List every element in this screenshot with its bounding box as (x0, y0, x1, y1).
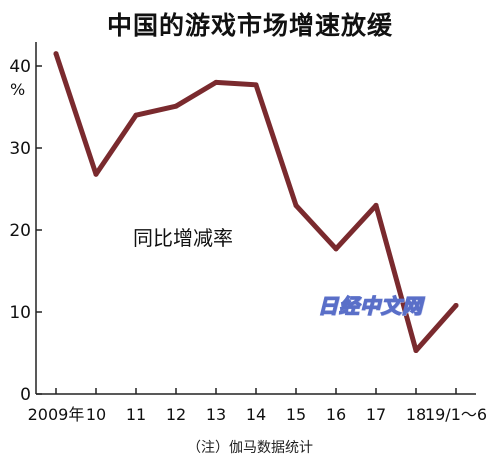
y-ticks: 0 10 20 30 40 (9, 57, 42, 405)
watermark-logo: 日经中文网 (317, 293, 423, 318)
y-tick-label: 0 (20, 385, 31, 405)
x-tick-label: 14 (246, 405, 266, 424)
footnote: （注）伽马数据统计 (187, 440, 313, 456)
data-point (333, 246, 339, 252)
y-tick-label: 30 (9, 139, 31, 159)
data-point (133, 112, 139, 118)
x-tick-label: 2009年 (28, 405, 85, 424)
data-point (253, 82, 259, 88)
data-point (213, 79, 219, 85)
data-point (293, 202, 299, 208)
x-tick-label: 11 (126, 405, 146, 424)
data-point (173, 103, 179, 109)
x-tick-label: 16 (326, 405, 346, 424)
data-points (53, 51, 459, 354)
y-unit-label: % (10, 80, 25, 99)
y-tick-label: 10 (9, 303, 31, 323)
data-point (413, 348, 419, 354)
x-tick-label: 12 (166, 405, 186, 424)
x-tick-label: 18 (406, 405, 426, 424)
data-point (93, 171, 99, 177)
x-tick-label: 10 (86, 405, 106, 424)
y-tick-label: 40 (9, 57, 31, 77)
data-point (373, 202, 379, 208)
data-point (53, 51, 59, 57)
series-annotation: 同比增减率 (133, 226, 233, 250)
chart-title: 中国的游戏市场增速放缓 (106, 11, 393, 40)
y-tick-label: 20 (9, 221, 31, 241)
x-tick-label: 17 (366, 405, 386, 424)
data-point (453, 302, 459, 308)
x-tick-label: 19/1～6 (425, 405, 487, 424)
x-tick-label: 15 (286, 405, 306, 424)
x-tick-label: 13 (206, 405, 226, 424)
